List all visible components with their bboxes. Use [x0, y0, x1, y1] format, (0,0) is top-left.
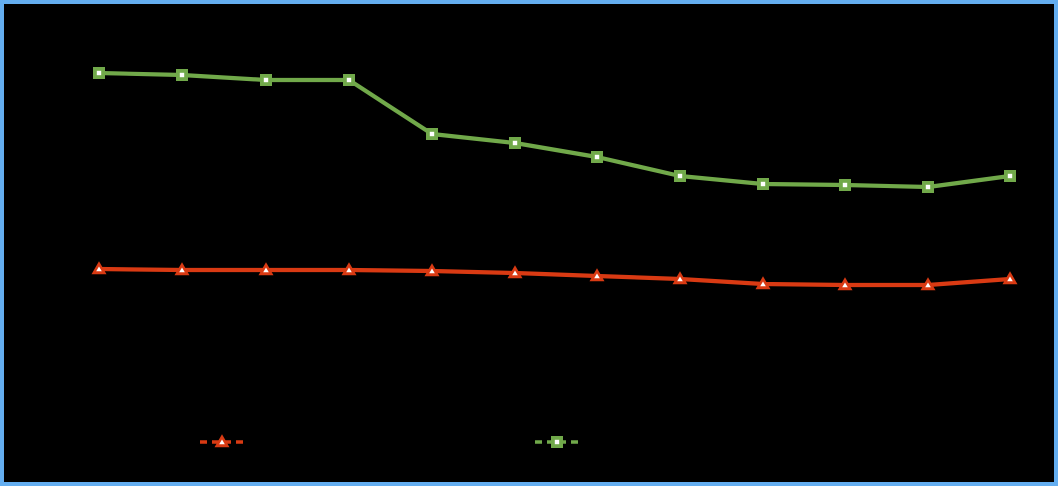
chart-background	[4, 4, 1054, 482]
data-point-triangle[interactable]	[1002, 271, 1018, 285]
marker-triangle-inner	[760, 281, 766, 287]
data-point-triangle[interactable]	[258, 262, 274, 276]
marker-square-inner	[96, 70, 102, 76]
series-layer	[91, 67, 1018, 291]
marker-triangle-inner	[925, 282, 931, 288]
data-point-square[interactable]	[922, 181, 934, 193]
data-point-square[interactable]	[426, 128, 438, 140]
data-point-square[interactable]	[839, 179, 851, 191]
data-point-square[interactable]	[93, 67, 105, 79]
series-line-series-red	[96, 266, 1013, 288]
data-point-square[interactable]	[343, 74, 355, 86]
data-point-square[interactable]	[1004, 170, 1016, 182]
marker-square-inner	[842, 182, 848, 188]
series-2-series-green	[93, 67, 1016, 193]
marker-triangle-inner	[429, 268, 435, 274]
series-line-series-green	[96, 70, 1013, 190]
marker-triangle-inner	[96, 266, 102, 272]
data-point-square[interactable]	[176, 69, 188, 81]
marker-triangle-inner	[219, 439, 225, 445]
marker-triangle-inner	[346, 267, 352, 273]
data-point-triangle[interactable]	[174, 262, 190, 276]
data-point-triangle[interactable]	[424, 263, 440, 277]
data-point-triangle[interactable]	[755, 276, 771, 290]
marker-square-inner	[760, 181, 766, 187]
data-point-triangle[interactable]	[507, 265, 523, 279]
data-point-square[interactable]	[674, 170, 686, 182]
legend-entry-green[interactable]	[535, 436, 579, 448]
data-point-triangle[interactable]	[341, 262, 357, 276]
marker-triangle-inner	[594, 273, 600, 279]
marker-square-inner	[1007, 173, 1013, 179]
marker-square-inner	[677, 173, 683, 179]
line-chart	[4, 4, 1054, 482]
data-point-triangle[interactable]	[920, 277, 936, 291]
marker-square-inner	[429, 131, 435, 137]
marker-triangle-inner	[677, 276, 683, 282]
marker-square-inner	[594, 154, 600, 160]
data-point-square[interactable]	[757, 178, 769, 190]
data-point-triangle[interactable]	[837, 277, 853, 291]
marker-square-inner	[554, 439, 560, 445]
series-1-series-red	[91, 261, 1018, 291]
marker-triangle-inner	[842, 282, 848, 288]
data-point-square[interactable]	[551, 436, 563, 448]
marker-triangle-inner	[1007, 276, 1013, 282]
marker-square-inner	[346, 77, 352, 83]
data-point-triangle[interactable]	[214, 434, 230, 448]
marker-triangle-inner	[512, 270, 518, 276]
data-point-square[interactable]	[260, 74, 272, 86]
marker-square-inner	[512, 140, 518, 146]
marker-square-inner	[179, 72, 185, 78]
plot-area	[4, 4, 1054, 482]
data-point-triangle[interactable]	[672, 271, 688, 285]
marker-square-inner	[925, 184, 931, 190]
legend-entry-red[interactable]	[200, 434, 244, 448]
marker-square-inner	[263, 77, 269, 83]
data-point-triangle[interactable]	[589, 268, 605, 282]
marker-triangle-inner	[263, 267, 269, 273]
data-point-square[interactable]	[591, 151, 603, 163]
marker-triangle-inner	[179, 267, 185, 273]
data-point-square[interactable]	[509, 137, 521, 149]
data-point-triangle[interactable]	[91, 261, 107, 275]
chart-legend	[200, 434, 579, 448]
